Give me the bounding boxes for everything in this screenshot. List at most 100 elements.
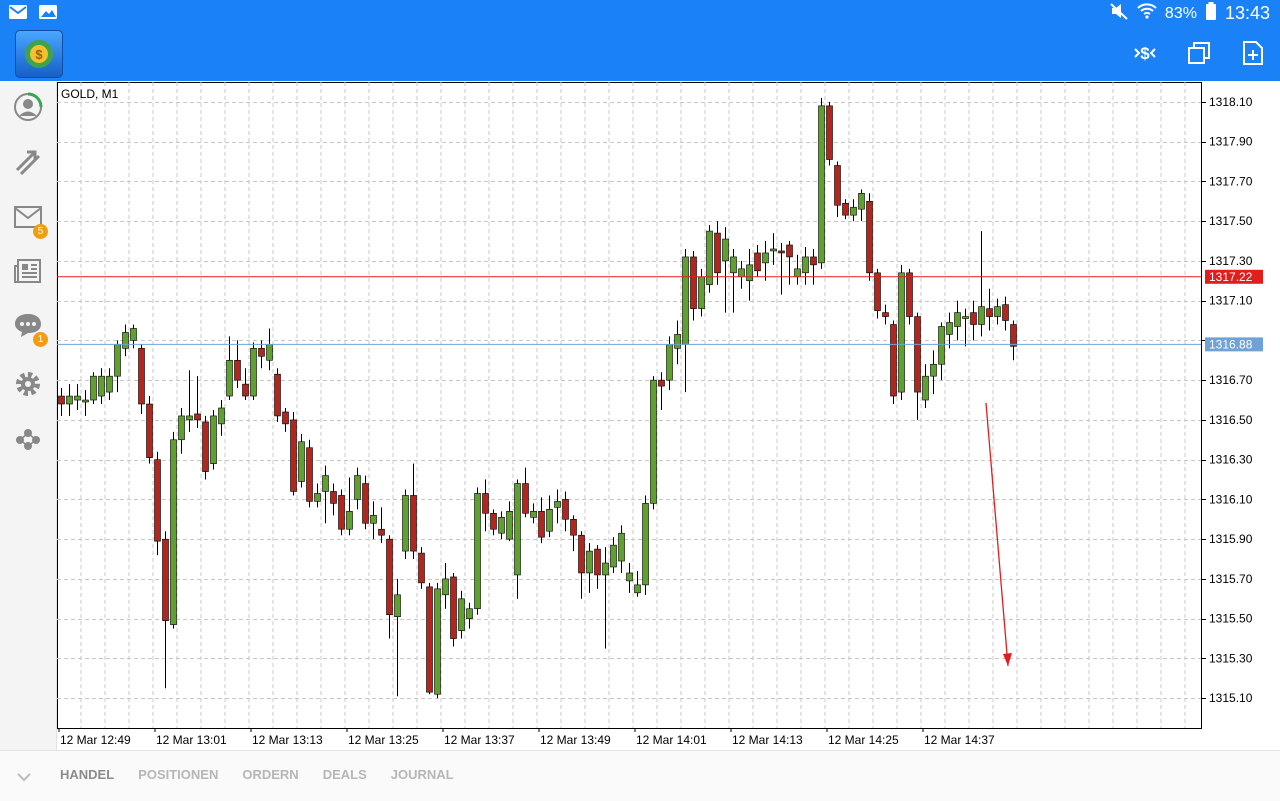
y-tick-label: 1317.50 bbox=[1209, 214, 1253, 228]
price-chart[interactable]: 1318.10 1317.90 1317.70 1317.50 1317.30 1317.… bbox=[57, 82, 1280, 750]
x-tick-label: 12 Mar 13:49 bbox=[540, 733, 611, 747]
y-tick-label: 1317.10 bbox=[1209, 294, 1253, 308]
tab-journal[interactable]: JOURNAL bbox=[390, 767, 454, 782]
tab-deals[interactable]: DEALS bbox=[322, 767, 367, 782]
candle-body bbox=[954, 312, 961, 327]
chat-icon[interactable]: 1 bbox=[12, 309, 48, 347]
candle-body bbox=[674, 334, 681, 349]
candle-body bbox=[1010, 324, 1017, 347]
candle-body bbox=[802, 256, 809, 274]
candle-body bbox=[586, 550, 593, 574]
candle-body bbox=[522, 483, 529, 514]
candle-body bbox=[986, 308, 993, 317]
candle-body bbox=[338, 495, 345, 530]
x-tick-label: 12 Mar 13:13 bbox=[252, 733, 323, 747]
windows-icon[interactable] bbox=[1186, 40, 1212, 66]
candle-body bbox=[290, 419, 297, 492]
bid-price-label: 1316.88 bbox=[1209, 337, 1253, 351]
candle-body bbox=[970, 312, 977, 325]
candle-body bbox=[738, 268, 745, 278]
ask-price-tag bbox=[1205, 269, 1263, 284]
y-tick-label: 1315.70 bbox=[1209, 572, 1253, 586]
news-icon[interactable] bbox=[12, 255, 44, 287]
candle-body bbox=[714, 232, 721, 274]
candle-body bbox=[914, 316, 921, 393]
candle-body bbox=[594, 548, 601, 576]
metatrader-logo[interactable]: $ bbox=[15, 30, 63, 78]
candle-body bbox=[178, 415, 185, 441]
candle-body bbox=[322, 475, 329, 492]
mail-icon[interactable]: 5 bbox=[12, 201, 48, 239]
candle-body bbox=[170, 439, 177, 625]
tab-positionen[interactable]: POSITIONEN bbox=[138, 767, 219, 782]
candle-body bbox=[354, 475, 361, 500]
candle-body bbox=[858, 193, 865, 210]
candle-body bbox=[770, 248, 777, 252]
candle-body bbox=[666, 344, 673, 381]
x-tick-label: 12 Mar 14:13 bbox=[732, 733, 803, 747]
svg-text:$: $ bbox=[1140, 44, 1150, 63]
candle-body bbox=[234, 359, 241, 381]
candle-body bbox=[498, 517, 505, 534]
candle-body bbox=[706, 230, 713, 286]
candle-body bbox=[154, 459, 161, 542]
candle-body bbox=[1002, 304, 1009, 321]
y-tick-label: 1318.10 bbox=[1209, 95, 1253, 109]
candle-body bbox=[906, 272, 913, 317]
candle-body bbox=[530, 511, 537, 518]
candle-body bbox=[346, 511, 353, 530]
candle-body bbox=[698, 276, 705, 309]
candle-body bbox=[58, 395, 65, 405]
ask-price-label: 1317.22 bbox=[1209, 270, 1253, 284]
candle-body bbox=[810, 256, 817, 266]
x-tick-label: 12 Mar 12:49 bbox=[60, 733, 131, 747]
candle-body bbox=[442, 578, 449, 596]
candle-body bbox=[314, 493, 321, 502]
candle-body bbox=[298, 441, 305, 482]
y-tick-label: 1316.70 bbox=[1209, 373, 1253, 387]
candle-body bbox=[626, 572, 633, 582]
chevron-down-icon[interactable] bbox=[14, 767, 34, 787]
chart-canvas[interactable]: 1318.10 1317.90 1317.70 1317.50 1317.30 1317.… bbox=[57, 82, 1280, 750]
y-tick-label: 1317.90 bbox=[1209, 135, 1253, 149]
candle-body bbox=[562, 499, 569, 520]
candle-body bbox=[250, 348, 257, 397]
svg-text:$: $ bbox=[35, 47, 43, 62]
tab-ordern[interactable]: ORDERN bbox=[242, 767, 299, 782]
x-tick-label: 12 Mar 13:01 bbox=[156, 733, 227, 747]
candle-body bbox=[794, 268, 801, 278]
candle-body bbox=[266, 344, 273, 361]
candle-body bbox=[650, 379, 657, 504]
candle-body bbox=[610, 544, 617, 568]
candle-body bbox=[570, 518, 577, 536]
candle-body bbox=[682, 256, 689, 345]
candle-body bbox=[730, 256, 737, 274]
candle-body bbox=[66, 395, 73, 405]
candle-body bbox=[882, 312, 889, 317]
candle-body bbox=[490, 513, 497, 530]
candle-body bbox=[842, 202, 849, 216]
candle-body bbox=[98, 375, 105, 397]
candle-body bbox=[194, 413, 201, 421]
wifi-icon bbox=[1137, 2, 1157, 25]
candle-body bbox=[282, 411, 289, 425]
candle-body bbox=[218, 407, 225, 425]
tab-handel[interactable]: HANDEL bbox=[60, 767, 115, 782]
candle-body bbox=[418, 552, 425, 584]
candle-body bbox=[978, 306, 985, 325]
candle-body bbox=[690, 256, 697, 309]
candle-body bbox=[474, 493, 481, 610]
settings-icon[interactable] bbox=[12, 368, 44, 400]
new-document-icon[interactable] bbox=[1240, 40, 1266, 66]
currency-dollar-icon[interactable]: $ bbox=[1132, 40, 1158, 66]
account-icon[interactable] bbox=[12, 91, 44, 123]
candle-body bbox=[898, 272, 905, 393]
trade-arrows-icon[interactable] bbox=[12, 147, 44, 179]
candle-body bbox=[930, 363, 937, 377]
annotation-arrow-line bbox=[985, 402, 1009, 667]
candle-body bbox=[962, 316, 969, 319]
candle-body bbox=[946, 322, 953, 335]
chart-symbol-label: GOLD, M1 bbox=[61, 87, 119, 101]
plot-frame bbox=[57, 82, 1202, 729]
community-icon[interactable] bbox=[12, 423, 44, 455]
